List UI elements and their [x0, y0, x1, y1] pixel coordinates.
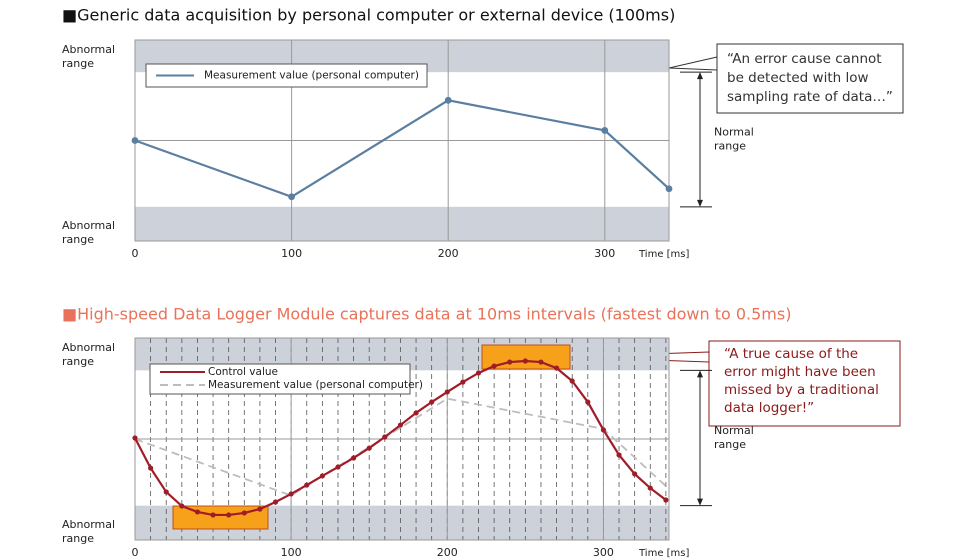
callout-text: data logger!” — [724, 400, 814, 416]
callout-text: error might have been — [724, 364, 876, 380]
data-point — [475, 370, 482, 376]
arrow-head — [697, 199, 703, 207]
data-point — [210, 512, 216, 518]
x-tick-label: 300 — [593, 546, 614, 559]
data-point — [460, 379, 466, 385]
data-point — [600, 427, 607, 433]
data-point — [335, 464, 341, 470]
abnormal-band — [135, 206, 669, 241]
data-point — [304, 482, 310, 488]
data-point — [444, 96, 452, 104]
data-point — [288, 193, 295, 201]
abnormal-label: range — [62, 532, 94, 545]
data-point — [241, 510, 247, 516]
data-point — [491, 363, 497, 369]
highlight — [172, 505, 269, 530]
data-point — [444, 389, 450, 395]
data-point — [538, 359, 544, 365]
data-point — [553, 365, 560, 371]
callout-text: sampling rate of data…” — [727, 89, 893, 105]
normal-label: Normal — [714, 424, 754, 437]
data-point — [132, 435, 138, 441]
abnormal-label: range — [62, 355, 94, 368]
abnormal-label: Abnormal — [62, 219, 115, 232]
series-line — [134, 397, 669, 497]
data-point — [665, 185, 673, 193]
callout-box — [716, 43, 904, 114]
abnormal-label: Abnormal — [62, 518, 115, 531]
data-point — [632, 471, 638, 477]
data-point — [663, 497, 669, 503]
data-point — [350, 455, 357, 461]
callout-pointer — [668, 56, 718, 71]
x-tick-label: 300 — [594, 247, 615, 260]
callout-box — [708, 340, 901, 427]
data-point — [647, 485, 653, 491]
data-point — [413, 410, 419, 416]
data-point — [507, 359, 513, 365]
data-point — [366, 445, 372, 451]
x-axis-label: Time [ms] — [638, 249, 690, 260]
legend-label: Measurement value (personal computer) — [204, 70, 419, 82]
x-tick-label: 100 — [281, 546, 302, 559]
data-point — [179, 503, 185, 509]
x-tick-label: 100 — [281, 247, 302, 260]
data-point — [429, 399, 435, 405]
normal-label: range — [714, 140, 746, 153]
abnormal-label: Abnormal — [62, 43, 115, 56]
data-point — [148, 465, 154, 471]
data-point — [288, 491, 294, 497]
data-point — [569, 378, 575, 384]
data-point — [522, 358, 528, 364]
data-point — [601, 127, 609, 134]
arrow-head — [697, 72, 703, 80]
data-point — [616, 452, 622, 458]
legend-box — [149, 363, 411, 395]
data-point — [163, 489, 169, 495]
x-tick-label: 0 — [132, 546, 139, 559]
data-point — [194, 509, 201, 515]
abnormal-label: range — [62, 57, 94, 70]
chart-title: ■High-speed Data Logger Module captures … — [62, 305, 791, 324]
data-point — [585, 399, 591, 405]
legend-box — [145, 63, 428, 88]
normal-label: Normal — [714, 126, 754, 139]
x-tick-label: 200 — [438, 247, 459, 260]
data-point — [226, 512, 232, 518]
x-tick-label: 200 — [437, 546, 458, 559]
legend-label: Control value — [208, 366, 278, 378]
callout-text: missed by a traditional — [724, 382, 879, 398]
abnormal-label: Abnormal — [62, 341, 115, 354]
callout-text: “A true cause of the — [724, 346, 858, 362]
data-point — [397, 422, 404, 428]
normal-label: range — [714, 438, 746, 451]
arrow-head — [697, 498, 703, 506]
data-point — [382, 434, 388, 440]
data-point — [131, 137, 139, 144]
x-axis-label: Time [ms] — [638, 548, 690, 559]
data-point — [257, 506, 263, 512]
abnormal-label: range — [62, 233, 94, 246]
data-point — [272, 499, 279, 505]
data-point — [319, 473, 325, 479]
callout-text: be detected with low — [727, 70, 869, 86]
legend-label: Measurement value (personal computer) — [208, 379, 423, 391]
arrow-head — [697, 370, 703, 378]
chart-title: ■Generic data acquisition by personal co… — [62, 6, 675, 25]
x-tick-label: 0 — [132, 247, 139, 260]
callout-text: “An error cause cannot — [727, 51, 882, 67]
